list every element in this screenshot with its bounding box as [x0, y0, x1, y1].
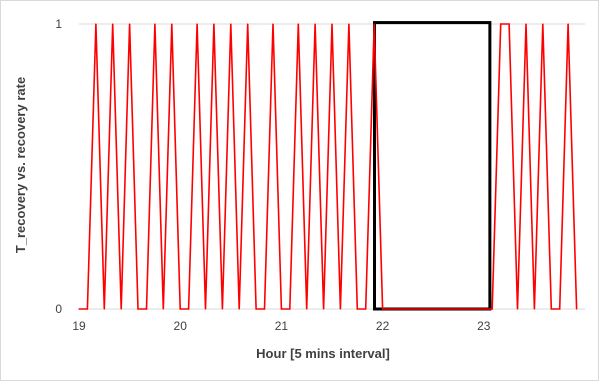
x-tick-label: 23 [477, 319, 491, 333]
data-point [263, 308, 266, 310]
data-point [457, 308, 460, 310]
data-point [441, 308, 443, 310]
data-point [567, 23, 569, 25]
data-point [533, 308, 536, 310]
x-axis-ticks: 19 20 21 22 23 [72, 319, 490, 333]
data-point [432, 308, 434, 310]
data-point [95, 23, 97, 25]
data-point [415, 308, 417, 310]
series-layer [78, 23, 578, 310]
data-point [86, 308, 89, 310]
data-point [78, 308, 80, 310]
data-point [398, 308, 401, 310]
data-point [542, 23, 544, 25]
data-point [322, 308, 325, 310]
data-point [112, 23, 114, 25]
data-point [373, 23, 375, 25]
y-axis-ticks: 01 [55, 17, 62, 316]
data-point [280, 308, 282, 310]
series-line [79, 23, 578, 310]
data-point [129, 23, 131, 25]
data-point [390, 308, 392, 310]
data-point [120, 308, 122, 310]
data-point [339, 308, 342, 310]
y-tick-label: 0 [55, 302, 62, 316]
data-point [204, 308, 207, 310]
x-tick-label: 21 [275, 319, 289, 333]
data-point [230, 23, 232, 25]
data-point [382, 308, 384, 310]
data-point [331, 23, 333, 25]
data-point [238, 308, 240, 310]
data-point [179, 308, 181, 310]
data-point [550, 308, 552, 310]
data-point [407, 308, 409, 310]
data-point [500, 23, 502, 25]
data-point [474, 308, 476, 310]
data-point [559, 308, 561, 310]
x-tick-label: 22 [376, 319, 390, 333]
data-point [575, 308, 578, 310]
data-point [306, 308, 308, 310]
data-point [213, 23, 215, 25]
data-point [424, 308, 426, 310]
highlight-box [373, 21, 492, 311]
data-point [196, 23, 198, 25]
gridlines [79, 23, 585, 310]
data-point [145, 308, 148, 310]
x-tick-label: 19 [72, 319, 86, 333]
y-axis-label: T_recovery vs. recovery rate [13, 77, 28, 253]
x-axis-label: Hour [5 mins interval] [256, 346, 390, 361]
x-tick-label: 20 [174, 319, 188, 333]
data-point [137, 308, 139, 310]
data-point [289, 308, 291, 310]
data-point [356, 308, 358, 310]
data-point [508, 23, 510, 25]
data-point [365, 308, 367, 310]
data-point [348, 23, 350, 25]
data-point [103, 308, 105, 310]
data-point [314, 23, 316, 25]
highlight-layer [373, 21, 492, 311]
data-point [525, 23, 527, 25]
data-point [188, 308, 190, 310]
data-point [255, 308, 257, 310]
data-point [466, 308, 468, 310]
y-tick-label: 1 [55, 17, 62, 31]
data-point [154, 23, 156, 25]
data-point [516, 308, 519, 310]
data-point [221, 308, 223, 310]
data-point [272, 23, 274, 25]
data-point [483, 308, 485, 310]
data-point [491, 308, 493, 310]
data-point [247, 23, 249, 25]
data-point [171, 23, 173, 25]
data-point [297, 23, 299, 25]
data-point [449, 308, 451, 310]
data-point [162, 308, 164, 310]
